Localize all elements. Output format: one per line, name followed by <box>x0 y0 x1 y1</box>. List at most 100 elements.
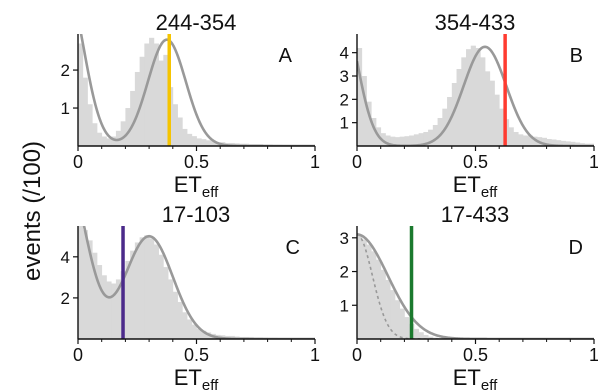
panel-a-histogram-bar <box>201 139 207 146</box>
panel-b-histogram-bar <box>399 136 405 146</box>
panel-d-y-tick-label: 2 <box>340 263 349 282</box>
panel-c-histogram-bar <box>96 265 103 339</box>
panel-b-histogram-bar <box>541 137 547 146</box>
panel-b-histogram-bar <box>532 136 538 146</box>
panel-c-xlabel: ETeff <box>174 365 219 390</box>
panel-d-histogram-bar <box>428 336 434 339</box>
panel-c-fit-curve <box>82 226 315 339</box>
panel-a-histogram-bar <box>144 43 150 146</box>
panel-a-histogram-bar <box>196 138 202 146</box>
panel-c-histogram-bar <box>163 267 169 339</box>
panel-b-histogram-bar <box>428 129 434 146</box>
panel-d-title: 17-433 <box>441 202 510 227</box>
panel-c-x-tick-label: 0.5 <box>184 345 209 365</box>
panel-c-plot-area <box>78 226 315 339</box>
panel-d-y-tick-label: 1 <box>340 296 349 315</box>
panel-a-histogram-bar <box>111 136 117 146</box>
panel-a-histogram-bar <box>78 43 84 146</box>
panel-b-histogram-bar <box>513 132 519 146</box>
panel-d-histogram-bar <box>366 244 372 339</box>
panel-a-histogram-bar <box>158 60 164 146</box>
panel-a-histogram-bar <box>92 123 98 146</box>
panel-b-histogram-bar <box>579 143 585 146</box>
figure-y-axis-label: events (/100) <box>19 141 46 281</box>
panel-a-histogram-bar <box>187 133 193 146</box>
panel-c-histogram-bar <box>149 238 155 339</box>
panel-d: 17-433 D ETeff 0 0.5 1 1 2 3 <box>340 202 598 390</box>
panel-b-histogram-bar <box>527 135 533 146</box>
panel-b-title: 354-433 <box>435 10 516 35</box>
panel-a-plot-area <box>78 34 315 146</box>
panel-c-histogram-bar <box>130 250 136 339</box>
panel-d-histogram-bar <box>375 259 382 339</box>
panel-c-histogram-bar <box>187 319 193 339</box>
panel-b-histogram-bar <box>551 139 557 146</box>
panel-b-histogram-bar <box>556 140 562 146</box>
panel-b-histogram-bar <box>451 83 457 146</box>
panel-d-histogram-bar <box>361 239 367 339</box>
panel-b-plot-area <box>357 45 594 146</box>
panel-b-y-tick-label: 2 <box>340 90 349 109</box>
panel-b-histogram-bar <box>423 132 429 146</box>
panel-d-y-tick-label: 3 <box>340 229 349 248</box>
panel-b-y-tick-label: 3 <box>340 67 349 86</box>
panel-b-y-tick-label: 1 <box>340 114 349 133</box>
panel-b-histogram-bar <box>413 134 420 146</box>
panel-c-histogram-bar <box>92 252 98 339</box>
panel-c-histogram-bar <box>101 275 107 339</box>
panel-b-histogram-bar <box>484 71 491 146</box>
panel-c-histogram-bar <box>82 230 88 339</box>
panel-c-histogram-bar <box>229 335 235 339</box>
panel-d-x-tick-label: 1 <box>589 345 598 365</box>
panel-b-histogram-bar <box>522 135 529 146</box>
panel-a: 244-354 A ETeff 0 0.5 1 1 2 <box>61 10 320 201</box>
panel-d-x-tick-label: 0.5 <box>463 345 488 365</box>
panel-c-letter: C <box>286 237 300 259</box>
panel-a-histogram-bar <box>130 90 136 146</box>
panel-a-histogram-bar <box>115 130 122 146</box>
panel-d-histogram-bar <box>404 317 410 339</box>
panel-d-plot-area <box>357 233 594 339</box>
panel-b-histogram-bar <box>499 108 505 146</box>
panel-c-y-tick-label: 4 <box>61 248 70 267</box>
panel-a-x-tick-label: 1 <box>310 152 320 172</box>
panel-b-histogram-bar <box>394 137 401 146</box>
panel-c-histogram-bar <box>201 330 207 339</box>
panel-b-xlabel: ETeff <box>453 172 498 201</box>
panel-a-x-tick-label: 0 <box>73 152 83 172</box>
panel-b-x-tick-label: 0 <box>352 152 362 172</box>
panel-a-histogram-bar <box>82 77 88 146</box>
panel-b-histogram-bar <box>570 141 576 146</box>
panel-b-histogram-bar <box>390 136 396 146</box>
panel-b-histogram-bar <box>489 80 495 146</box>
panel-b-histogram-bar <box>409 135 415 146</box>
panel-c-histogram-bar <box>172 291 178 339</box>
panel-b-histogram-bar <box>456 69 462 146</box>
panel-d-component-curve <box>357 233 476 339</box>
panel-a-histogram-bar <box>210 141 216 146</box>
panel-b-histogram-bar <box>508 127 514 146</box>
panel-a-histogram-bar <box>153 43 159 146</box>
panel-b-histogram-bar <box>494 94 500 146</box>
panel-d-histogram-bar <box>385 279 391 339</box>
panel-b-histogram-bar <box>371 118 377 146</box>
panel-c-histogram-bar <box>106 281 112 339</box>
panel-c-histogram-bar <box>111 283 117 339</box>
panel-a-histogram-bar <box>120 121 126 146</box>
panel-d-histogram-bar <box>418 332 424 339</box>
panel-b-histogram-bar <box>560 140 566 146</box>
panel-c-title: 17-103 <box>162 202 231 227</box>
panel-a-histogram-bar <box>96 132 103 146</box>
panel-c-histogram-bar <box>191 324 197 339</box>
panel-a-histogram-bar <box>125 108 131 146</box>
panel-a-histogram-bar <box>177 117 183 146</box>
panel-b-histogram-bar <box>470 45 476 146</box>
panel-a-letter: A <box>279 45 293 67</box>
panel-b-histogram-bar <box>432 125 438 146</box>
panel-c-histogram-bar <box>168 279 174 339</box>
panel-b-histogram-bar <box>546 139 552 146</box>
panel-d-letter: D <box>569 237 583 259</box>
panel-c-histogram-bar <box>158 254 164 339</box>
panel-a-xlabel: ETeff <box>174 172 219 201</box>
panel-b-histogram-bar <box>518 134 524 146</box>
